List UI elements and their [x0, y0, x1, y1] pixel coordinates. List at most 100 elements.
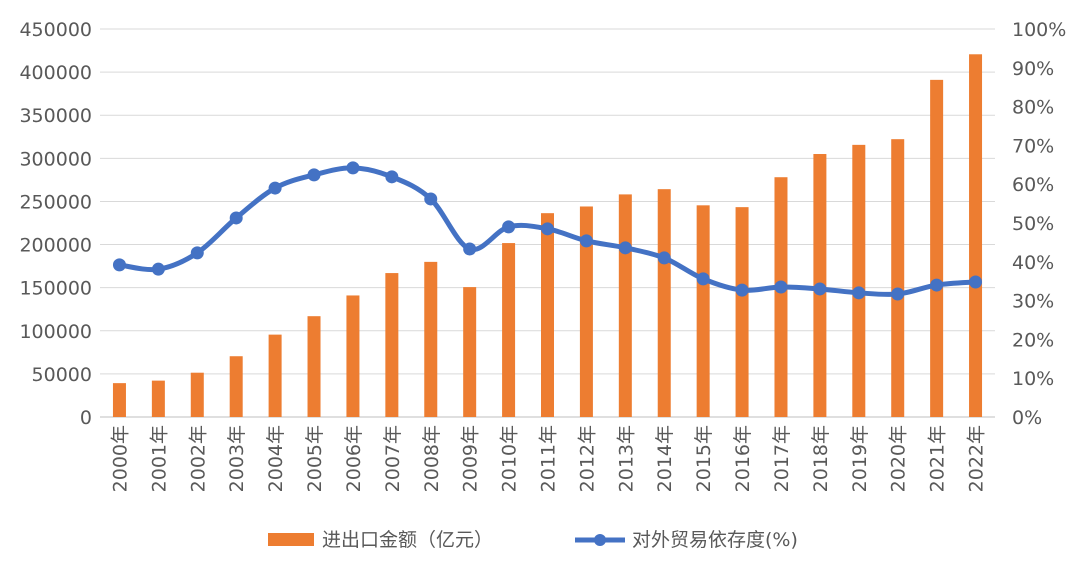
- right-y-axis: 0% 10% 20% 30% 40% 50% 60% 70% 80% 90% 100%: [1012, 19, 1066, 429]
- x-tick-label: 2021年: [927, 425, 949, 492]
- right-y-tick-label: 50%: [1012, 213, 1054, 235]
- right-y-tick-label: 30%: [1012, 291, 1054, 313]
- x-tick-label: 2015年: [693, 425, 715, 492]
- right-y-tick-label: 0%: [1012, 407, 1042, 429]
- left-y-tick-label: 50000: [32, 364, 92, 386]
- legend: 进出口金额（亿元） 对外贸易依存度(%): [268, 529, 798, 551]
- bar: [891, 139, 905, 417]
- right-y-tick-label: 20%: [1012, 329, 1054, 351]
- x-tick-label: 2008年: [421, 425, 443, 492]
- line-point: [190, 246, 204, 260]
- bar: [657, 189, 671, 417]
- left-y-tick-label: 150000: [19, 278, 92, 300]
- left-y-tick-label: 250000: [19, 191, 92, 213]
- bar: [385, 273, 399, 417]
- left-y-axis: 0 50000 100000 150000 200000 250000 300000 3500…: [19, 19, 92, 429]
- bar: [463, 287, 477, 417]
- x-tick-label: 2010年: [499, 425, 521, 492]
- legend-line-label: 对外贸易依存度(%): [632, 529, 798, 551]
- left-y-tick-label: 350000: [19, 105, 92, 127]
- line-point: [852, 286, 866, 300]
- line-series: [112, 161, 983, 301]
- left-y-tick-label: 0: [80, 407, 92, 429]
- x-tick-label: 2011年: [538, 425, 560, 492]
- line-point: [969, 275, 983, 289]
- right-y-tick-label: 60%: [1012, 174, 1054, 196]
- x-tick-label: 2001年: [148, 425, 170, 492]
- right-y-tick-label: 70%: [1012, 135, 1054, 157]
- bar: [112, 383, 126, 417]
- bar: [229, 356, 243, 417]
- left-y-tick-label: 100000: [19, 321, 92, 343]
- x-tick-label: 2006年: [343, 425, 365, 492]
- bar: [307, 316, 321, 417]
- x-axis: 2000年 2001年 2002年 2003年 2004年 2005年 2006年 2007年…: [109, 425, 987, 492]
- line-point: [385, 170, 399, 184]
- x-tick-label: 2007年: [382, 425, 404, 492]
- line-point: [268, 181, 282, 195]
- bar: [346, 295, 360, 417]
- line-point: [502, 220, 516, 234]
- line-point: [735, 283, 749, 297]
- line-point: [813, 282, 827, 296]
- bar: [930, 79, 944, 418]
- bar: [852, 144, 866, 418]
- bar: [190, 372, 204, 417]
- x-tick-label: 2019年: [849, 425, 871, 492]
- line-point: [696, 272, 710, 286]
- x-tick-label: 2000年: [109, 425, 131, 492]
- x-tick-label: 2002年: [187, 425, 209, 492]
- right-y-tick-label: 10%: [1012, 368, 1054, 390]
- bar: [696, 205, 710, 417]
- line-point: [891, 287, 905, 301]
- legend-bar-label: 进出口金额（亿元）: [322, 529, 493, 551]
- line-point: [618, 241, 632, 255]
- x-tick-label: 2018年: [810, 425, 832, 492]
- right-y-tick-label: 80%: [1012, 97, 1054, 119]
- bar: [541, 213, 554, 417]
- line-point: [307, 168, 321, 182]
- bar: [579, 206, 593, 417]
- bar: [774, 177, 788, 417]
- line-point: [930, 278, 944, 292]
- x-tick-label: 2020年: [888, 425, 910, 492]
- line-point: [463, 242, 477, 256]
- left-y-tick-label: 450000: [19, 19, 92, 41]
- legend-line-marker: [594, 534, 606, 546]
- x-tick-label: 2022年: [966, 425, 988, 492]
- line-point: [112, 258, 126, 272]
- right-y-tick-label: 100%: [1012, 19, 1066, 41]
- line-point: [151, 262, 165, 276]
- x-tick-label: 2016年: [732, 425, 754, 492]
- x-tick-label: 2005年: [304, 425, 326, 492]
- x-tick-label: 2012年: [576, 425, 598, 492]
- left-y-tick-label: 200000: [19, 235, 92, 257]
- x-tick-label: 2009年: [460, 425, 482, 492]
- bar: [618, 194, 632, 417]
- legend-bar-swatch: [268, 533, 314, 546]
- line-point: [541, 222, 554, 236]
- bar: [735, 207, 749, 417]
- bar: [969, 54, 983, 418]
- line-point: [346, 161, 360, 175]
- bar: [268, 334, 282, 417]
- line-point: [424, 192, 438, 206]
- right-y-tick-label: 90%: [1012, 58, 1054, 80]
- x-tick-label: 2003年: [226, 425, 248, 492]
- x-tick-label: 2013年: [615, 425, 637, 492]
- x-tick-label: 2004年: [265, 425, 287, 492]
- bar: [502, 243, 516, 417]
- bar: [424, 261, 438, 417]
- x-tick-label: 2017年: [771, 425, 793, 492]
- line-point: [657, 251, 671, 265]
- line-point: [579, 234, 593, 248]
- line-point: [229, 211, 243, 225]
- line-point: [774, 280, 788, 294]
- left-y-tick-label: 300000: [19, 148, 92, 170]
- bar: [151, 380, 165, 417]
- x-tick-label: 2014年: [654, 425, 676, 492]
- right-y-tick-label: 40%: [1012, 252, 1054, 274]
- bar-series: [112, 54, 983, 418]
- left-y-tick-label: 400000: [19, 62, 92, 84]
